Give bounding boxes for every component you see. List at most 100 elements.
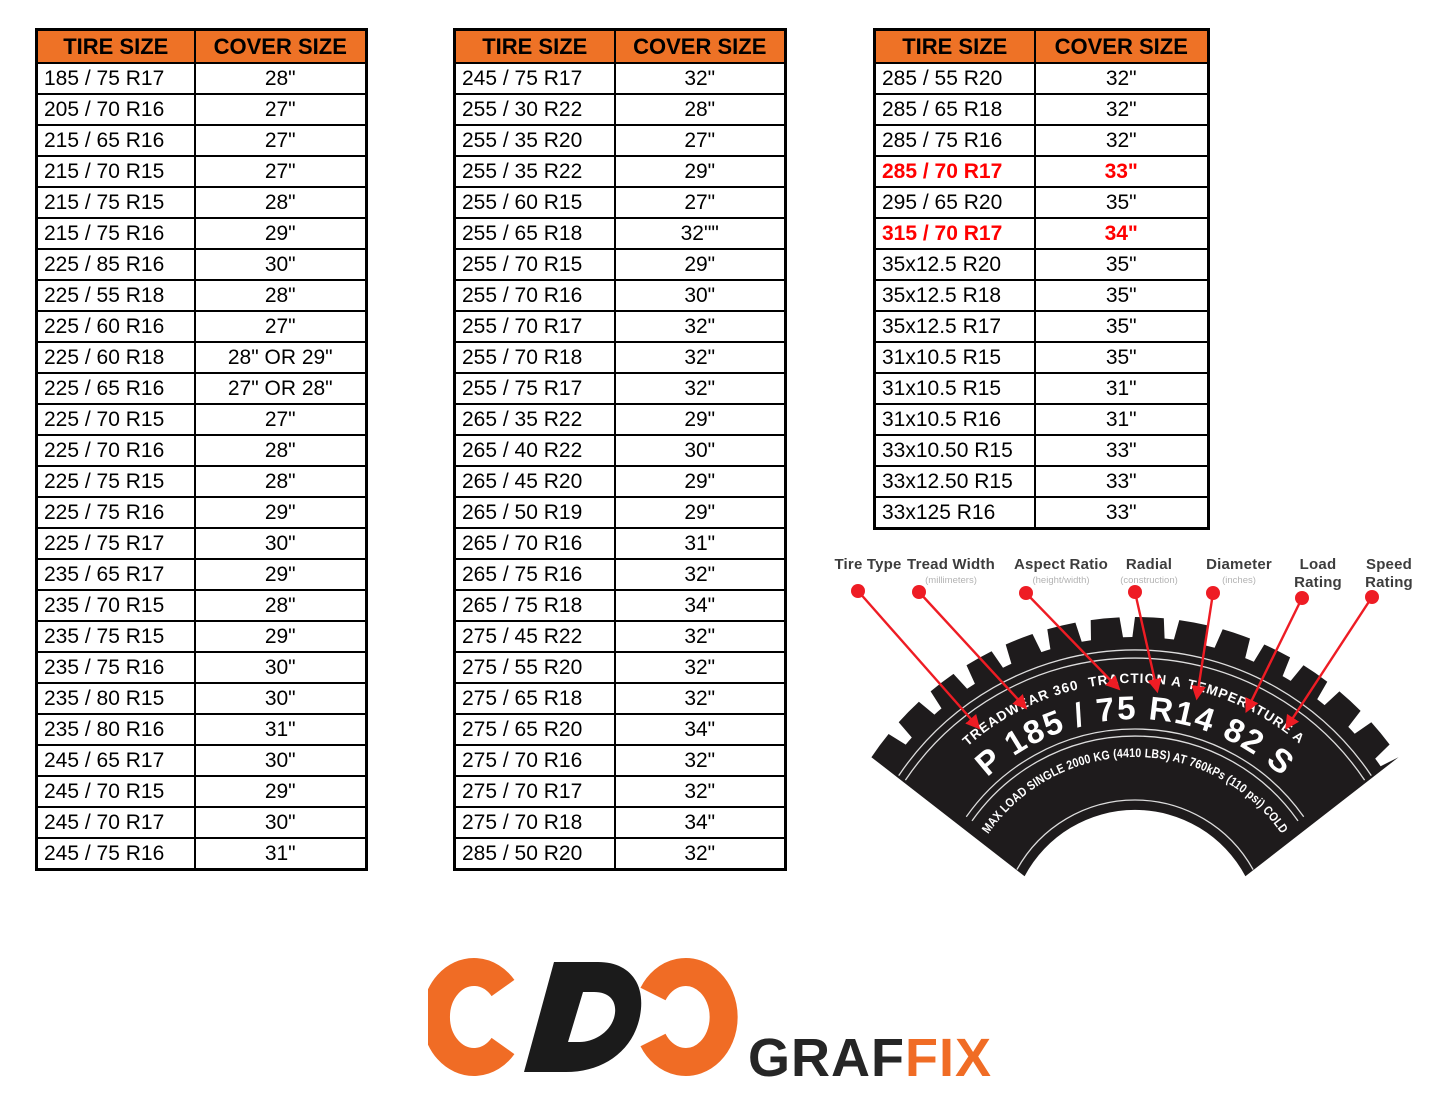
- table-row: 225 / 65 R16 27" OR 28": [35, 372, 368, 405]
- cover-size-cell: 29": [613, 496, 787, 529]
- cover-size-cell: 35": [1033, 279, 1210, 312]
- cover-size-cell: 27": [193, 124, 368, 157]
- tire-size-cell: 275 / 65 R20: [453, 713, 616, 746]
- cover-size-cell: 30": [193, 806, 368, 839]
- cover-size-cell: 30": [193, 744, 368, 777]
- tire-size-cell: 255 / 70 R17: [453, 310, 616, 343]
- tire-cover-table-2: TIRE SIZE COVER SIZE 245 / 75 R17 32" 255 …: [453, 28, 787, 871]
- label-radial: Radial (construction): [1120, 556, 1178, 586]
- logo-reversed-c-shape: [640, 958, 738, 1076]
- table-row: 205 / 70 R16 27": [35, 93, 368, 126]
- cover-size-cell: 29": [193, 620, 368, 653]
- tire-size-cell: 295 / 65 R20: [873, 186, 1036, 219]
- cover-size-cell: 32": [1033, 124, 1210, 157]
- cover-size-cell: 29": [613, 248, 787, 281]
- cover-size-cell: 32": [613, 62, 787, 95]
- tire-size-cell: 275 / 55 R20: [453, 651, 616, 684]
- table-row: 265 / 35 R22 29": [453, 403, 787, 436]
- cover-size-cell: 30": [613, 279, 787, 312]
- table-row: 225 / 75 R17 30": [35, 527, 368, 560]
- cover-size-cell: 30": [193, 651, 368, 684]
- tire-size-cell: 225 / 75 R16: [35, 496, 196, 529]
- cover-size-cell: 28": [193, 434, 368, 467]
- label-title: Aspect Ratio: [1013, 556, 1109, 573]
- cover-size-cell: 28": [193, 589, 368, 622]
- label-tread-width: Tread Width (millimeters): [907, 556, 995, 586]
- tire-size-cell: 255 / 60 R15: [453, 186, 616, 219]
- tire-size-cell: 265 / 35 R22: [453, 403, 616, 436]
- table-row: 285 / 50 R20 32": [453, 837, 787, 871]
- cover-size-cell: 31": [1033, 403, 1210, 436]
- table-row: 255 / 35 R20 27": [453, 124, 787, 157]
- table-row: 275 / 65 R20 34": [453, 713, 787, 746]
- table-row: 245 / 75 R17 32": [453, 62, 787, 95]
- sidewall-line: [898, 649, 1372, 776]
- cover-size-cell: 29": [193, 496, 368, 529]
- cover-size-cell: 32": [613, 558, 787, 591]
- cover-size-cell: 34": [613, 713, 787, 746]
- tire-size-cell: 215 / 75 R15: [35, 186, 196, 219]
- label-subtitle: (inches): [1222, 575, 1256, 586]
- tire-size-cell: 185 / 75 R17: [35, 62, 196, 95]
- cover-size-cell: 33": [1033, 496, 1210, 530]
- tire-size-cell: 225 / 75 R15: [35, 465, 196, 498]
- cover-size-cell: 34": [613, 589, 787, 622]
- table-row: 275 / 70 R17 32": [453, 775, 787, 808]
- cover-size-cell: 27": [613, 186, 787, 219]
- tire-size-cell: 35x12.5 R20: [873, 248, 1036, 281]
- tire-size-cell: 215 / 75 R16: [35, 217, 196, 250]
- tire-size-cell: 235 / 75 R16: [35, 651, 196, 684]
- tread-width-dot: [912, 585, 926, 599]
- diameter-arrow: [1191, 592, 1215, 701]
- tire-size-header: TIRE SIZE: [35, 28, 196, 64]
- cover-size-cell: 30": [193, 527, 368, 560]
- table-row: 265 / 45 R20 29": [453, 465, 787, 498]
- table-row: 255 / 65 R18 32"": [453, 217, 787, 250]
- table-row: 245 / 70 R15 29": [35, 775, 368, 808]
- cover-size-cell: 27": [613, 124, 787, 157]
- cover-size-cell: 32": [613, 310, 787, 343]
- cover-size-cell: 27": [193, 93, 368, 126]
- table-row: 285 / 70 R17 33": [873, 155, 1210, 188]
- cover-size-header: COVER SIZE: [613, 28, 787, 64]
- cover-size-cell: 27": [193, 310, 368, 343]
- table-row: 215 / 70 R15 27": [35, 155, 368, 188]
- table-row: 215 / 75 R15 28": [35, 186, 368, 219]
- cover-size-cell: 29": [613, 403, 787, 436]
- tire-size-cell: 245 / 75 R16: [35, 837, 196, 871]
- tire-size-cell: 255 / 70 R18: [453, 341, 616, 374]
- callout-arrows: [851, 584, 1379, 730]
- table-row: 235 / 75 R15 29": [35, 620, 368, 653]
- load-rating-arrow: [1245, 597, 1304, 714]
- tire-size-cell: 245 / 70 R15: [35, 775, 196, 808]
- tire-size-cell: 285 / 65 R18: [873, 93, 1036, 126]
- table-row: 215 / 65 R16 27": [35, 124, 368, 157]
- cover-size-cell: 28" OR 29": [193, 341, 368, 374]
- tire-size-cell: 255 / 30 R22: [453, 93, 616, 126]
- tire-size-cell: 255 / 75 R17: [453, 372, 616, 405]
- tire-size-cell: 275 / 45 R22: [453, 620, 616, 653]
- cover-size-cell: 32": [1033, 62, 1210, 95]
- table-row: 315 / 70 R17 34": [873, 217, 1210, 250]
- table-row: 225 / 60 R18 28" OR 29": [35, 341, 368, 374]
- cover-size-cell: 32": [613, 372, 787, 405]
- cover-size-cell: 35": [1033, 186, 1210, 219]
- graffix-logo-icon: [428, 958, 738, 1076]
- label-load-rating: Load Rating: [1290, 556, 1346, 592]
- cover-size-cell: 28": [193, 465, 368, 498]
- cover-size-cell: 29": [193, 558, 368, 591]
- tire-size-cell: 255 / 65 R18: [453, 217, 616, 250]
- tire-size-cell: 285 / 50 R20: [453, 837, 616, 871]
- aspect-ratio-arrow: [1025, 592, 1121, 691]
- cover-size-cell: 32": [613, 682, 787, 715]
- table-row: 31x10.5 R16 31": [873, 403, 1210, 436]
- tire-size-header: TIRE SIZE: [873, 28, 1036, 64]
- load-rating-dot: [1295, 591, 1309, 605]
- tire-size-cell: 265 / 50 R19: [453, 496, 616, 529]
- label-title: Speed Rating: [1365, 556, 1413, 591]
- tire-size-cell: 33x10.50 R15: [873, 434, 1036, 467]
- table-row: 285 / 65 R18 32": [873, 93, 1210, 126]
- tire-cover-table-3: TIRE SIZE COVER SIZE 285 / 55 R20 32" 285 …: [873, 28, 1210, 530]
- tire-size-cell: 265 / 40 R22: [453, 434, 616, 467]
- table-row: 235 / 75 R16 30": [35, 651, 368, 684]
